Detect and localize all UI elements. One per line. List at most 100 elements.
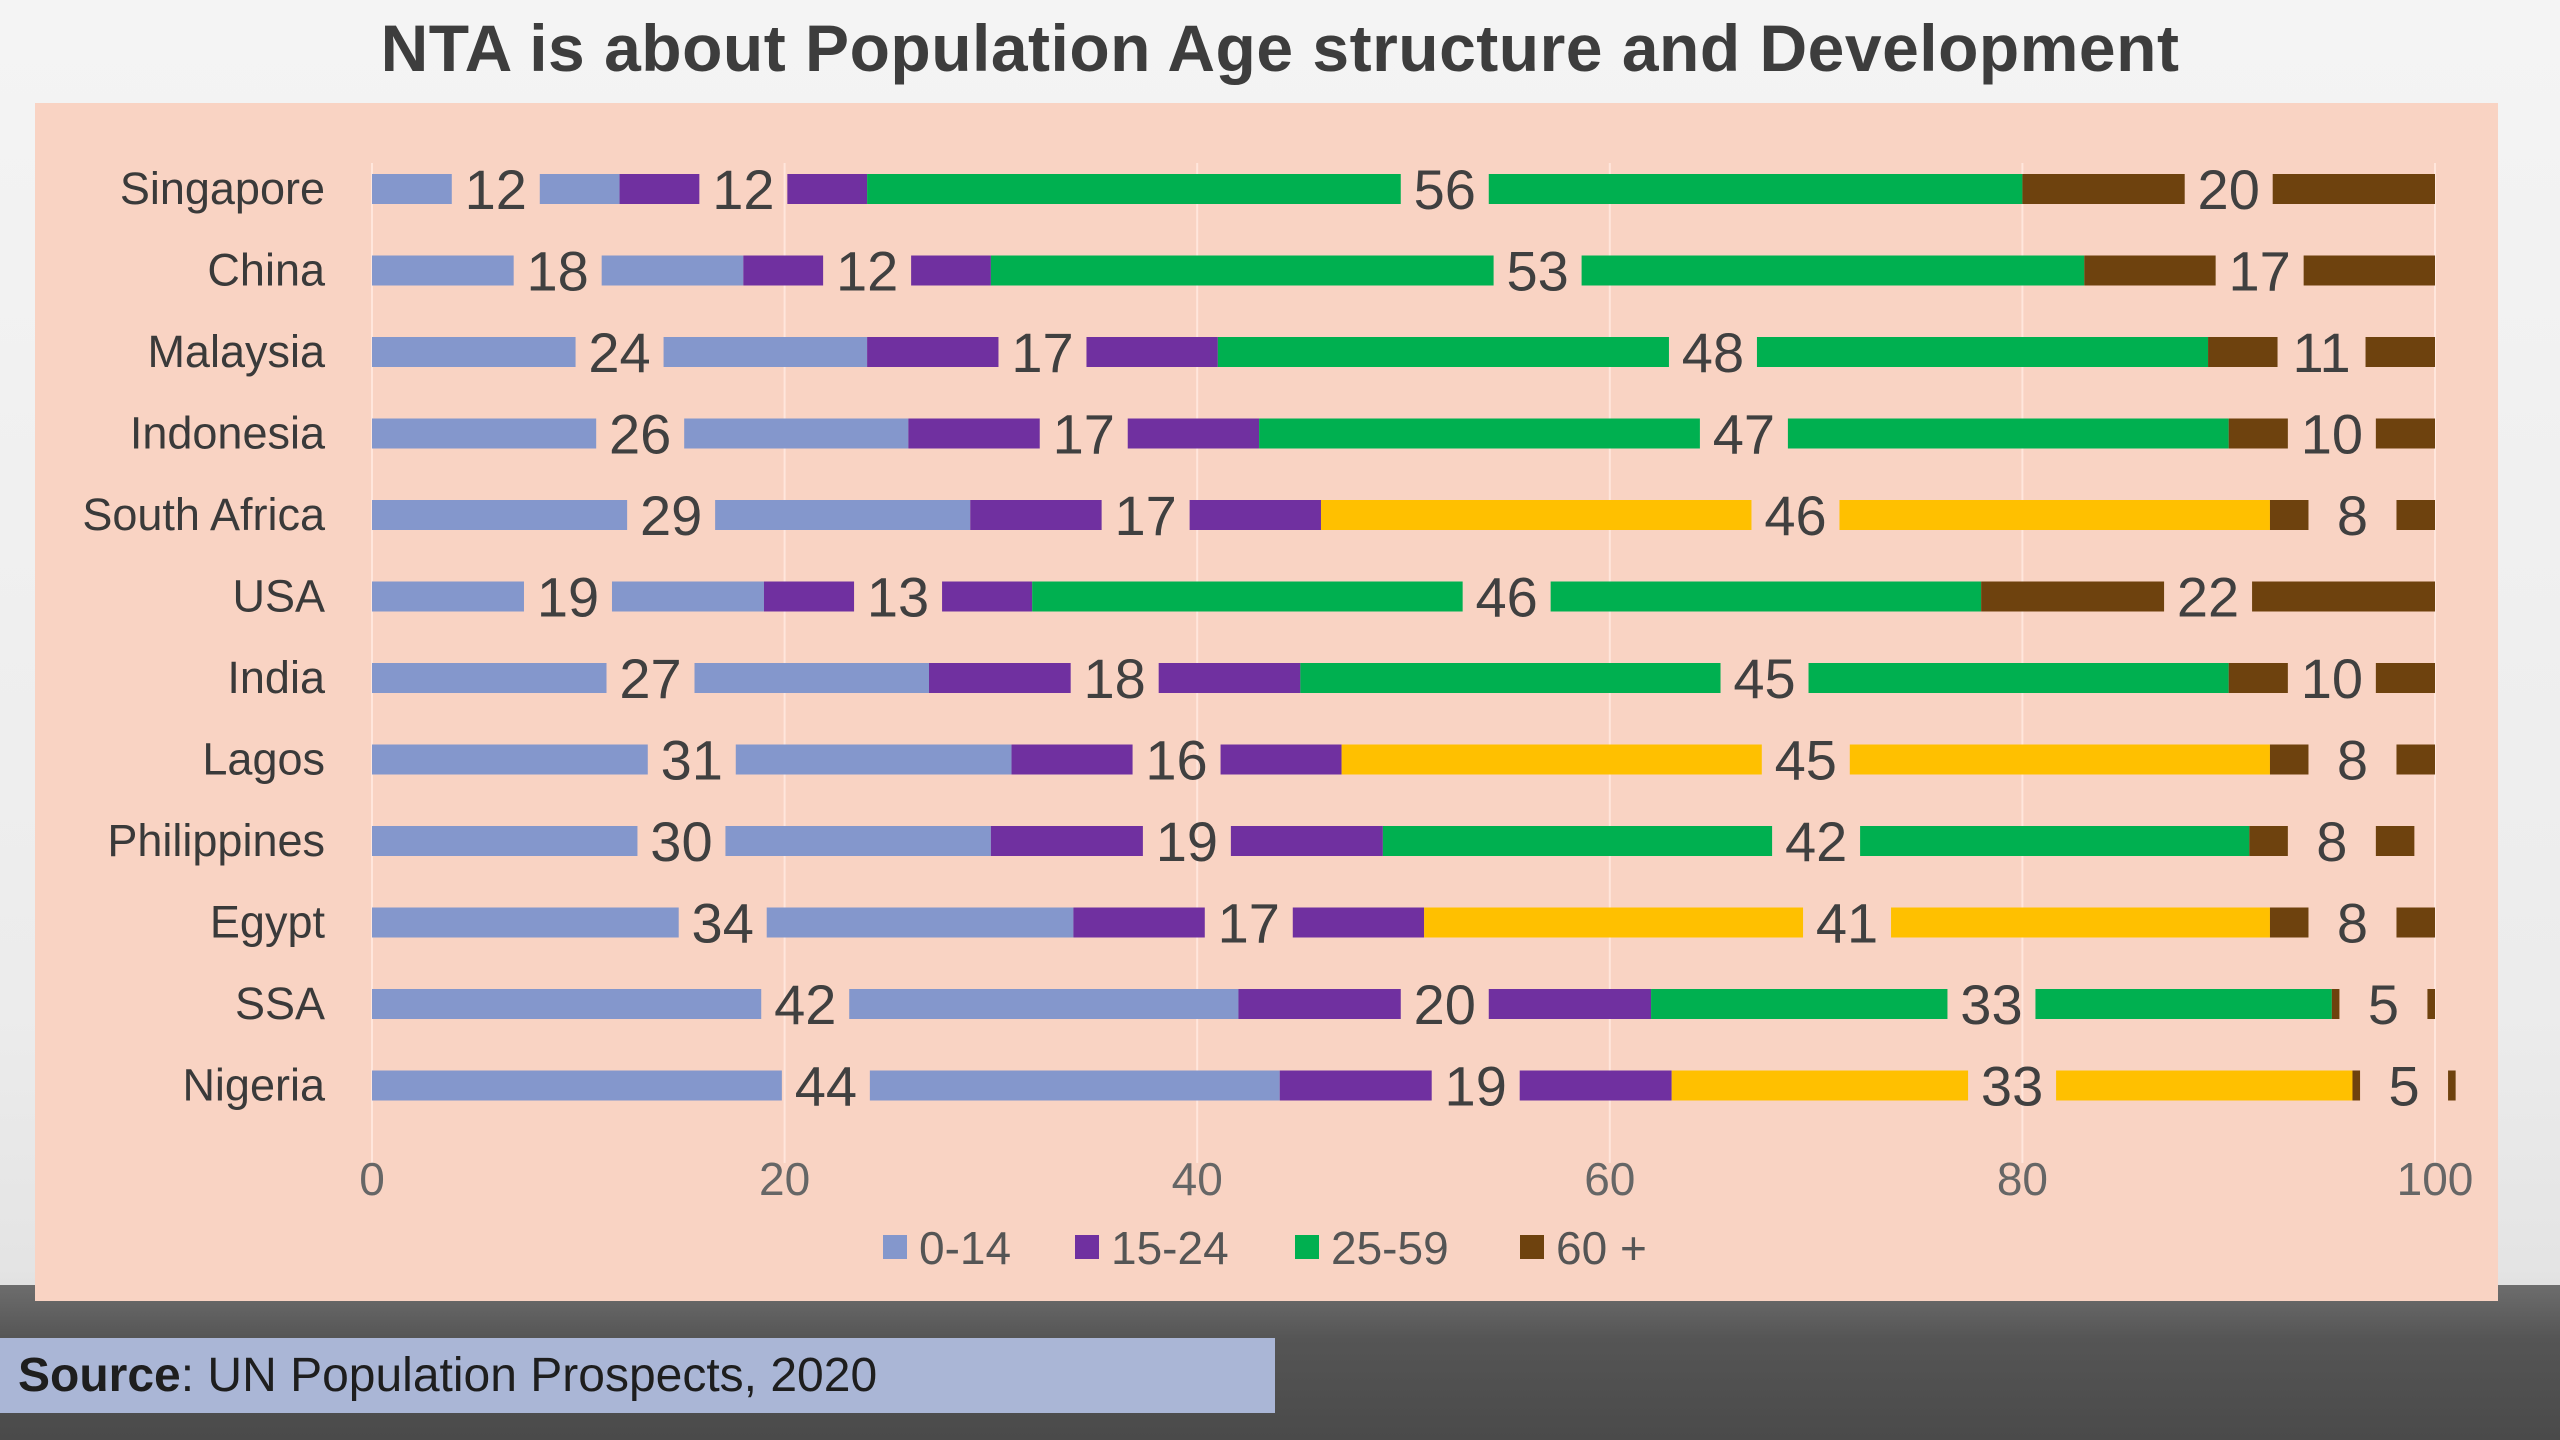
bar-segment [2396, 907, 2435, 938]
bar-segment [2375, 663, 2435, 693]
bar-segment [869, 1070, 1280, 1101]
data-label: 33 [1960, 973, 2022, 1036]
category-label: India [227, 652, 326, 703]
bar-segment [1011, 744, 1133, 775]
category-label: SSA [235, 978, 325, 1029]
bar-segment [2448, 1070, 2456, 1101]
bar-segment [929, 663, 1071, 693]
bar-segment [1849, 744, 2270, 775]
bar-segment [372, 581, 524, 612]
bar-segment [2352, 1070, 2361, 1101]
data-label: 46 [1764, 484, 1826, 547]
bar-segment [1808, 663, 2229, 693]
bar-segment [942, 581, 1033, 612]
bar-segment [1127, 418, 1260, 449]
data-label: 19 [537, 566, 599, 629]
data-label: 20 [2198, 158, 2260, 221]
bar-segment [1581, 255, 2085, 286]
bar-segment [2056, 1070, 2353, 1101]
data-label: 19 [1445, 1055, 1507, 1118]
bar-segment [1519, 1070, 1672, 1101]
category-label: South Africa [82, 489, 326, 540]
bar-segment [1217, 337, 1669, 367]
data-label: 46 [1476, 566, 1538, 629]
bar-segment [372, 907, 679, 938]
bar-segment [2269, 744, 2309, 775]
data-label: 5 [2368, 973, 2399, 1036]
bar-segment [1220, 744, 1342, 775]
bar-segment [766, 907, 1074, 938]
data-label: 17 [1053, 403, 1115, 466]
category-label: Indonesia [130, 408, 326, 459]
bar-segment [2022, 174, 2185, 204]
bar-segment [2365, 337, 2435, 367]
bar-segment [1073, 907, 1205, 938]
data-label: 20 [1414, 973, 1476, 1036]
bar-segment [849, 989, 1239, 1019]
data-label: 48 [1682, 321, 1744, 384]
legend-label: 60 + [1556, 1222, 1647, 1274]
data-label: 17 [1114, 484, 1176, 547]
data-label: 42 [1785, 810, 1847, 873]
bar-segment [1424, 907, 1804, 938]
data-label: 27 [619, 647, 681, 710]
bar-segment [372, 663, 607, 693]
bar-segment [1189, 500, 1321, 530]
data-label: 22 [2177, 566, 2239, 629]
data-label: 8 [2316, 810, 2347, 873]
bar-segment [970, 500, 1102, 530]
data-label: 34 [692, 892, 754, 955]
category-label: Lagos [202, 734, 325, 785]
bar-segment [1238, 989, 1401, 1019]
category-label: Malaysia [147, 326, 326, 377]
bar-segment [1341, 744, 1762, 775]
bar-segment [372, 989, 762, 1019]
bar-segment [611, 581, 764, 612]
category-label: USA [232, 571, 325, 622]
data-label: 18 [1084, 647, 1146, 710]
bar-segment [1158, 663, 1301, 693]
bar-segment [763, 581, 855, 612]
bar-segment [1756, 337, 2209, 367]
bar-segment [725, 826, 991, 856]
category-label: Philippines [107, 815, 325, 866]
bar-segment [1259, 418, 1700, 449]
data-label: 12 [836, 240, 898, 303]
bar-segment [1382, 826, 1773, 856]
data-label: 19 [1156, 810, 1218, 873]
category-label: Egypt [210, 897, 326, 948]
x-tick-label: 60 [1584, 1153, 1635, 1205]
bar-segment [867, 174, 1401, 204]
bar-segment [1230, 826, 1383, 856]
category-label: Singapore [120, 163, 325, 214]
bar-segment [2375, 418, 2435, 449]
legend-label: 25-59 [1331, 1222, 1449, 1274]
bar-segment [372, 418, 597, 449]
data-label: 30 [650, 810, 712, 873]
bar-segment [2396, 500, 2435, 530]
data-label: 17 [1218, 892, 1280, 955]
bar-segment [743, 255, 824, 286]
legend-label: 15-24 [1111, 1222, 1229, 1274]
data-label: 12 [465, 158, 527, 221]
data-label: 29 [640, 484, 702, 547]
bar-segment [601, 255, 744, 286]
bar-segment [1981, 581, 2165, 612]
bar-segment [372, 255, 514, 286]
data-label: 41 [1816, 892, 1878, 955]
bar-segment [694, 663, 930, 693]
bar-segment [1488, 989, 1652, 1019]
bar-segment [787, 174, 868, 204]
data-label: 10 [2301, 647, 2363, 710]
legend-swatch [1520, 1235, 1544, 1259]
data-label: 8 [2337, 484, 2368, 547]
legend-swatch [1075, 1235, 1099, 1259]
bar-segment [2249, 826, 2288, 856]
x-tick-label: 100 [2397, 1153, 2474, 1205]
data-label: 31 [661, 729, 723, 792]
bar-segment [2375, 826, 2415, 856]
x-tick-label: 0 [359, 1153, 385, 1205]
bar-segment [2208, 337, 2278, 367]
data-label: 8 [2337, 892, 2368, 955]
x-tick-label: 20 [759, 1153, 810, 1205]
